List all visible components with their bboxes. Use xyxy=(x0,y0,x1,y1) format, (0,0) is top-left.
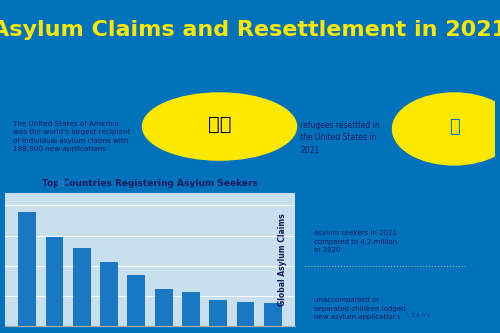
Text: 🇺🇸: 🇺🇸 xyxy=(208,115,231,134)
Text: 🏠: 🏠 xyxy=(448,118,460,136)
Text: Top Countries Registering Asylum Seekers: Top Countries Registering Asylum Seekers xyxy=(42,179,258,188)
Bar xyxy=(155,289,172,326)
Bar xyxy=(46,237,64,326)
Bar xyxy=(264,303,282,326)
Bar xyxy=(100,261,118,326)
Text: 27,000: 27,000 xyxy=(314,270,384,288)
Text: 188,900: 188,900 xyxy=(13,81,127,105)
Circle shape xyxy=(392,93,500,165)
Text: UNHCR: UNHCR xyxy=(394,312,444,325)
Circle shape xyxy=(142,93,296,160)
Bar xyxy=(182,292,200,326)
Bar xyxy=(128,275,145,326)
Text: ■: ■ xyxy=(57,179,68,188)
Text: USA for: USA for xyxy=(408,313,430,318)
Text: The United States of America
was the world's largest recipient
of individual asy: The United States of America was the wor… xyxy=(13,121,131,152)
Text: Global Asylum Claims: Global Asylum Claims xyxy=(278,213,286,306)
Bar xyxy=(210,300,227,326)
Bar xyxy=(236,301,254,326)
Text: 13,700: 13,700 xyxy=(300,81,397,105)
Bar xyxy=(73,248,90,326)
Bar xyxy=(18,212,36,326)
Text: Asylum Claims and Resettlement in 2021: Asylum Claims and Resettlement in 2021 xyxy=(0,20,500,40)
Text: asylum seekers in 2021
compared to 4.2 million
in 2020: asylum seekers in 2021 compared to 4.2 m… xyxy=(314,230,398,253)
Text: refugees resettled in
the United States in
2021: refugees resettled in the United States … xyxy=(300,121,380,155)
Text: 4.6 million: 4.6 million xyxy=(314,200,421,218)
Text: unaccompanied or
separated children lodged
new asylum applications: unaccompanied or separated children lodg… xyxy=(314,297,406,320)
